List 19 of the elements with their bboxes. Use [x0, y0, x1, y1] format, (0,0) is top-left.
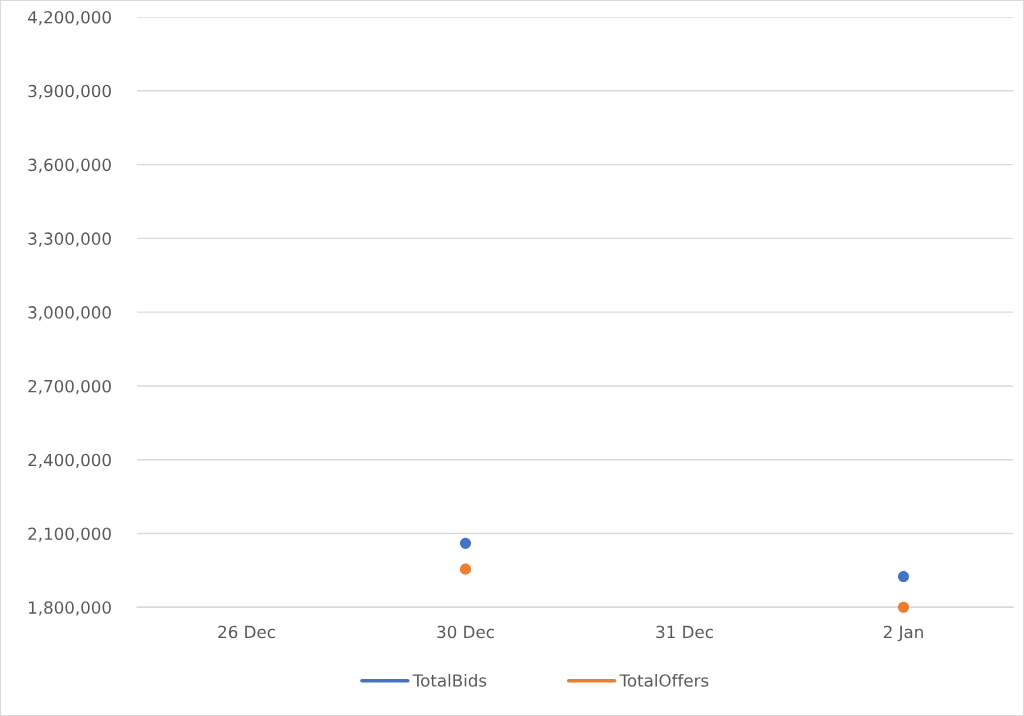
x-tick-label: 31 Dec [656, 625, 713, 639]
y-tick-label: 2,100,000 [28, 527, 111, 542]
y-tick-label: 3,300,000 [28, 232, 111, 247]
y-tick-label: 2,700,000 [28, 379, 111, 395]
y-tick-label: 3,000,000 [28, 306, 111, 321]
y-tick-label: 3,900,000 [28, 84, 111, 100]
x-tick-label: 2 Jan [883, 625, 923, 642]
y-tick-label: 4,200,000 [27, 10, 111, 26]
point [459, 537, 472, 549]
y-tick-label: 2,400,000 [28, 453, 111, 468]
x-tick-label: 26 Dec [218, 625, 275, 639]
x-tick-label: 30 Dec [437, 625, 494, 639]
point [459, 563, 472, 575]
point [897, 601, 910, 613]
y-tick-label: 3,600,000 [28, 158, 111, 173]
legend-label: TotalBids [412, 673, 487, 687]
legend-label: TotalOffers [619, 673, 709, 687]
point [897, 571, 910, 583]
y-tick-label: 1,800,000 [29, 601, 111, 616]
